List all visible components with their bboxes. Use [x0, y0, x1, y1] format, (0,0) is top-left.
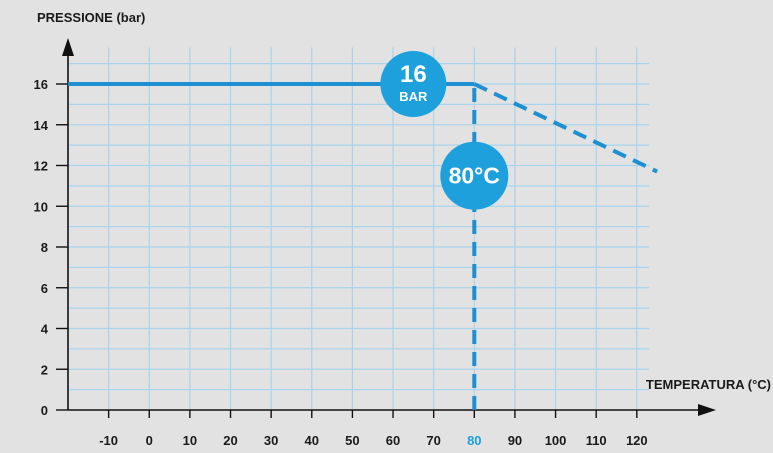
temperature-badge-value: 80°C: [449, 163, 500, 189]
tick-labels: 0 2 4 6 8 10 12 14 16 -10 0 10 20 30 40 50 60 70 80 90 100 11…: [34, 77, 648, 448]
y-tick-label: 2: [41, 362, 48, 377]
y-tick-label: 12: [34, 159, 48, 174]
x-tick-label: 10: [183, 433, 197, 448]
axes: [56, 38, 716, 418]
x-tick-label: 0: [146, 433, 153, 448]
x-axis-title: TEMPERATURA (°C): [646, 377, 771, 392]
x-axis-arrow: [698, 404, 716, 416]
x-tick-label: 110: [586, 433, 607, 448]
y-tick-label: 6: [41, 281, 48, 296]
x-tick-label: 50: [345, 433, 359, 448]
y-tick-label: 4: [41, 322, 49, 337]
y-tick-label: 8: [41, 240, 48, 255]
pressure-badge-unit: BAR: [399, 89, 428, 104]
pressure-badge: [380, 51, 447, 117]
x-tick-label-highlight: 80: [467, 433, 481, 448]
y-axis-arrow: [62, 38, 74, 56]
x-tick-label: 100: [545, 433, 567, 448]
y-tick-label: 16: [34, 77, 48, 92]
x-tick-label: -10: [99, 433, 118, 448]
pressure-badge-value: 16: [400, 61, 427, 88]
dashed-series-line: [473, 82, 658, 174]
x-tick-label: 120: [626, 433, 648, 448]
y-tick-label: 0: [41, 403, 48, 418]
grid: [68, 47, 650, 410]
x-tick-label: 30: [264, 433, 278, 448]
x-tick-label: 70: [426, 433, 440, 448]
x-tick-label: 60: [386, 433, 400, 448]
y-axis-title: PRESSIONE (bar): [37, 10, 145, 25]
x-tick-label: 40: [305, 433, 319, 448]
y-tick-label: 10: [34, 199, 48, 214]
x-tick-label: 20: [223, 433, 237, 448]
y-tick-label: 14: [34, 118, 49, 133]
x-tick-label: 90: [508, 433, 522, 448]
temperature-badge: [440, 141, 509, 210]
